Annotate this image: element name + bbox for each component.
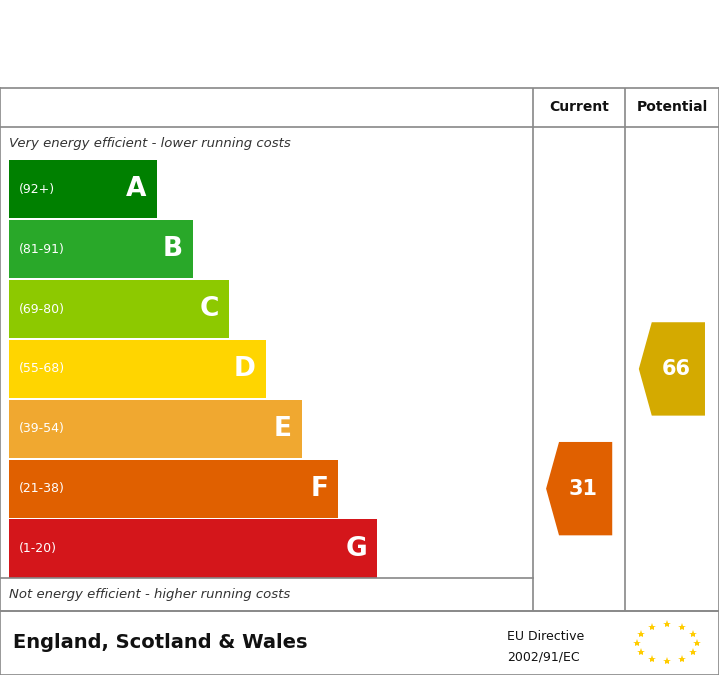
- Text: 2002/91/EC: 2002/91/EC: [507, 651, 580, 664]
- Text: Not energy efficient - higher running costs: Not energy efficient - higher running co…: [9, 588, 290, 601]
- Text: Potential: Potential: [636, 101, 707, 114]
- Polygon shape: [638, 322, 705, 416]
- Text: (81-91): (81-91): [19, 243, 65, 256]
- Bar: [9, 340, 265, 398]
- Text: G: G: [345, 535, 367, 562]
- Text: A: A: [126, 176, 147, 202]
- Text: (1-20): (1-20): [19, 542, 57, 555]
- Text: EU Directive: EU Directive: [507, 630, 584, 643]
- Text: (39-54): (39-54): [19, 423, 65, 435]
- Text: Energy Efficiency Rating: Energy Efficiency Rating: [13, 28, 473, 60]
- Text: Current: Current: [549, 101, 609, 114]
- Text: Very energy efficient - lower running costs: Very energy efficient - lower running co…: [9, 137, 290, 150]
- Text: 66: 66: [661, 359, 691, 379]
- Bar: [9, 460, 338, 518]
- Bar: [9, 160, 157, 219]
- Text: F: F: [310, 476, 328, 502]
- Bar: [9, 280, 229, 338]
- Bar: [9, 400, 302, 458]
- Bar: [9, 519, 377, 578]
- Bar: [9, 220, 193, 278]
- Text: C: C: [200, 296, 219, 322]
- Polygon shape: [546, 442, 613, 535]
- Text: D: D: [234, 356, 255, 382]
- Text: (92+): (92+): [19, 183, 55, 196]
- Text: (21-38): (21-38): [19, 482, 65, 495]
- Text: E: E: [274, 416, 292, 442]
- Text: B: B: [162, 236, 183, 262]
- Text: 31: 31: [569, 479, 598, 499]
- Text: (55-68): (55-68): [19, 362, 65, 375]
- Text: (69-80): (69-80): [19, 302, 65, 316]
- Text: England, Scotland & Wales: England, Scotland & Wales: [13, 633, 308, 653]
